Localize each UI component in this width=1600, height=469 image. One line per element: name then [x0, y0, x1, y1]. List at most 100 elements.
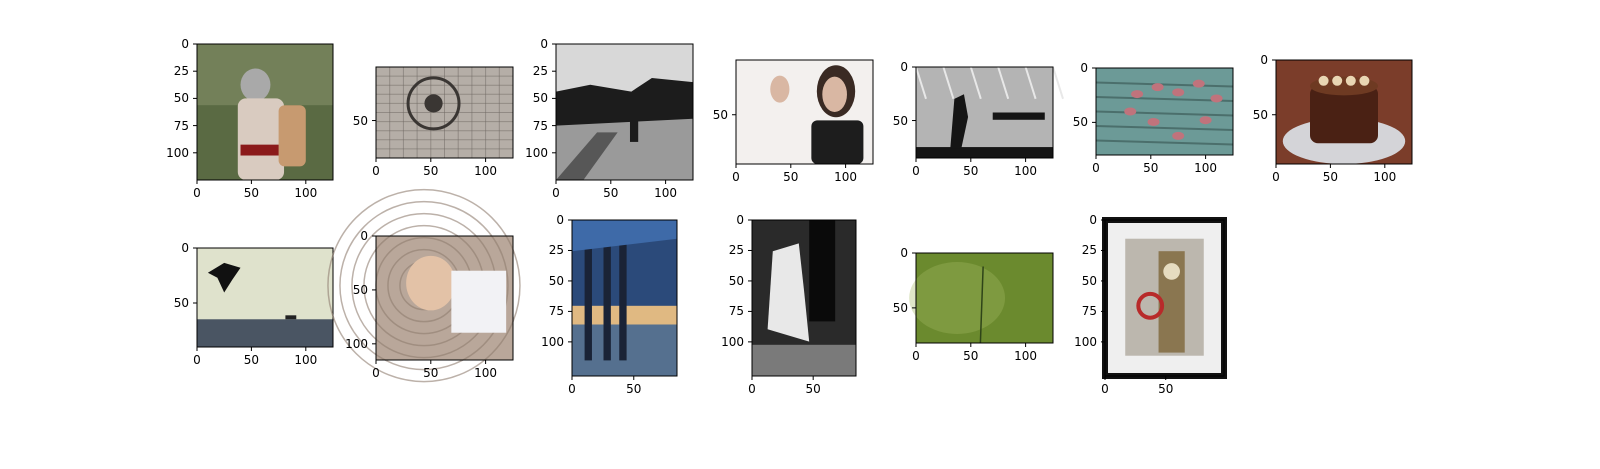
ytick-label: 50 [1252, 107, 1268, 122]
cake [1310, 86, 1378, 144]
roof [572, 220, 677, 252]
ytick-label: 50 [352, 113, 368, 128]
face [406, 255, 456, 311]
image-content [197, 44, 333, 180]
ytick-label: 0 [1089, 213, 1097, 227]
skyline [556, 78, 693, 126]
ytick-label: 25 [548, 243, 564, 258]
axes-frame [735, 59, 874, 165]
image-content [1102, 217, 1227, 379]
image-axes [327, 188, 521, 383]
xtick-label: 100 [474, 366, 498, 380]
xtick-label: 50 [1158, 382, 1174, 396]
xtick-label: 0 [912, 164, 920, 178]
xtick-label: 0 [1272, 170, 1280, 184]
ytick-label: 0 [181, 37, 189, 51]
ytick-label: 25 [728, 243, 744, 258]
ceiling-line [997, 66, 1010, 100]
ytick-label: 0 [900, 246, 908, 260]
xtick-label: 0 [732, 170, 740, 184]
ceiling-line [969, 66, 982, 100]
table [992, 112, 1045, 120]
subplot-2: 0 50 100 50 [353, 66, 514, 178]
petal [1172, 88, 1185, 97]
subplot-10: 0 50 0 25 50 75 100 [541, 213, 678, 396]
xtick-label: 100 [1194, 161, 1218, 175]
image-axes [1092, 67, 1234, 159]
rosette [1332, 75, 1343, 86]
subplot-11: 0 50 0 25 50 75 100 [721, 213, 857, 396]
ytick-label: 50 [892, 300, 908, 315]
xtick-label: 50 [783, 170, 799, 184]
image-axes [568, 219, 678, 380]
subplot-8: 0 50 100 0 50 [174, 241, 334, 367]
axes-frame [555, 43, 694, 181]
belt [240, 144, 282, 156]
boat [285, 315, 297, 320]
axes-frame [915, 252, 1054, 344]
axes-frame [196, 43, 334, 181]
xtick-label: 0 [748, 382, 756, 396]
image-content [909, 253, 1053, 344]
xtick-label: 50 [1143, 161, 1159, 175]
xtick-label: 50 [423, 164, 439, 178]
sea [197, 319, 333, 347]
board-gap [1095, 110, 1234, 117]
pier-column [619, 243, 627, 361]
axes-frame [196, 247, 334, 348]
xtick-label: 50 [963, 164, 979, 178]
petal [1199, 116, 1212, 125]
subplot-1: 0 50 100 0 25 50 75 100 [166, 37, 334, 200]
ytick-label: 50 [1072, 115, 1088, 130]
xtick-label: 100 [654, 186, 678, 200]
xtick-label: 50 [1322, 170, 1339, 184]
ytick-label: 0 [181, 241, 189, 255]
petal [1131, 90, 1144, 99]
floor [752, 344, 856, 376]
ceiling-line [915, 66, 927, 100]
petal [1192, 79, 1205, 88]
underground-sign [1136, 291, 1165, 320]
petal [1151, 83, 1164, 92]
subplot-7: 0 50 100 0 50 [1253, 53, 1413, 184]
xtick-label: 0 [552, 186, 560, 200]
image-axes [1101, 217, 1227, 380]
xtick-label: 100 [1373, 170, 1397, 184]
image-axes [193, 247, 334, 351]
ytick-label: 50 [532, 91, 548, 106]
xtick-label: 50 [805, 382, 821, 396]
axes-frame [571, 219, 678, 377]
ytick-label: 0 [556, 213, 564, 227]
subplot-13: 0 50 0 25 50 75 100 [1074, 213, 1227, 396]
image-axes [193, 43, 334, 184]
ytick-label: 50 [352, 282, 368, 297]
axes-frame [375, 66, 514, 159]
pier-column [603, 243, 611, 361]
petal [1124, 107, 1137, 116]
tattooed-arm [278, 105, 306, 167]
ytick-label: 50 [1081, 273, 1097, 288]
subplot-3: 0 50 100 0 25 50 75 100 [525, 37, 694, 200]
ytick-label: 75 [173, 118, 189, 133]
ytick-label: 0 [360, 229, 368, 243]
ytick-label: 25 [173, 64, 189, 79]
ytick-label: 75 [532, 118, 548, 133]
floor [916, 147, 1053, 158]
image-axes [552, 43, 694, 184]
ytick-label: 0 [900, 60, 908, 74]
image-axes [912, 66, 1064, 162]
ytick-label: 25 [1081, 243, 1097, 258]
ceiling-line [1024, 66, 1037, 100]
image-background [916, 253, 1053, 343]
ytick-label: 0 [540, 37, 548, 51]
image-axes [1272, 59, 1413, 168]
axes-frame [751, 219, 857, 377]
rosette [1345, 75, 1356, 86]
glass-ring [339, 200, 509, 371]
petal [1172, 131, 1185, 140]
ytick-label: 0 [1080, 61, 1088, 75]
xtick-label: 50 [603, 186, 619, 200]
pedestrian [629, 114, 639, 142]
grass-stem [979, 266, 984, 344]
pier-column [584, 243, 592, 361]
